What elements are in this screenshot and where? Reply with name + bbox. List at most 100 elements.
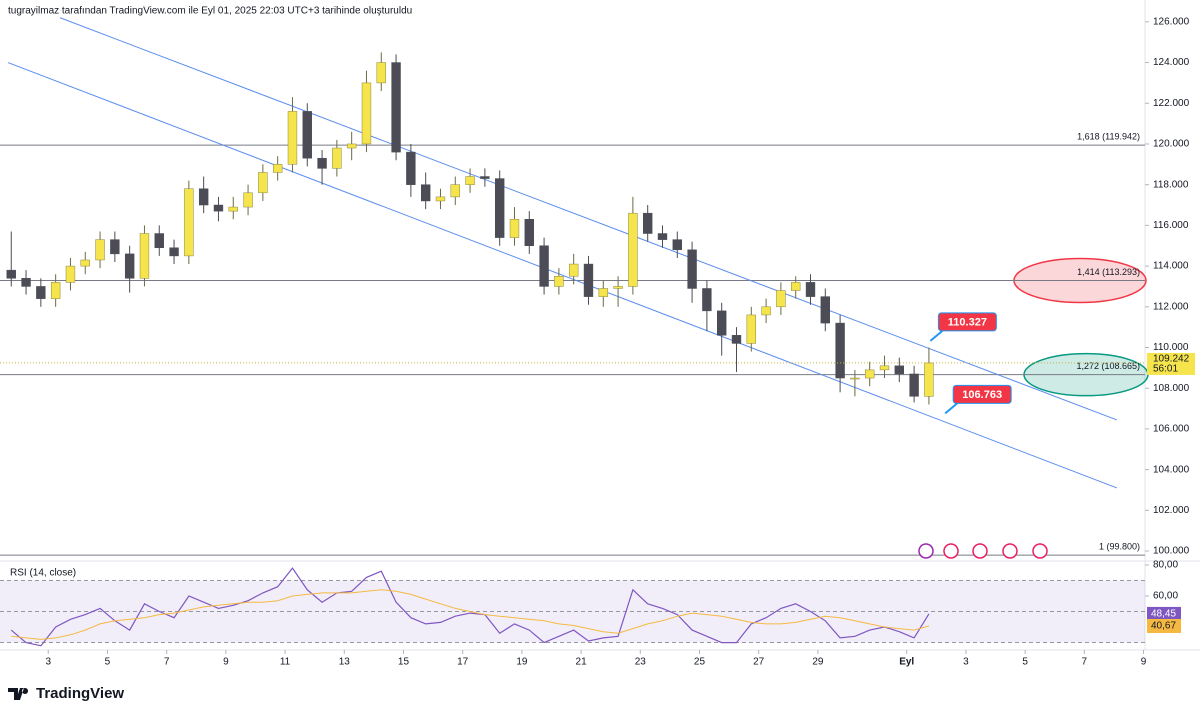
fib-level-label: 1,618 (119.942) — [1077, 132, 1140, 142]
countdown: 56:01 — [1153, 364, 1178, 375]
y-tick-label: 106.000 — [1153, 424, 1190, 435]
candle-body — [642, 212, 653, 234]
candle-body — [568, 263, 579, 277]
candle-body — [361, 82, 372, 145]
candle-body — [657, 233, 668, 240]
y-tick-label: 120.000 — [1153, 139, 1190, 150]
candle-body — [717, 310, 727, 336]
candle-body — [272, 164, 283, 173]
event-icon — [1032, 543, 1048, 559]
rsi-value-box — [1147, 606, 1181, 621]
callout-pointer — [929, 330, 944, 342]
logo-text: TradingView — [36, 685, 124, 702]
candle-body — [731, 335, 742, 344]
y-tick-label: 124.000 — [1153, 57, 1190, 68]
x-tick-label: 3 — [963, 657, 969, 668]
candle-body — [6, 269, 16, 279]
y-tick-label: 118.000 — [1153, 179, 1189, 190]
candle-body — [465, 176, 475, 185]
x-tick-label: 9 — [223, 657, 229, 668]
candle-body — [583, 263, 594, 297]
candle-body — [198, 188, 209, 206]
candle-body — [894, 365, 904, 375]
candle-body — [835, 322, 845, 379]
y-tick-label: 104.000 — [1153, 464, 1190, 475]
rsi-title: RSI (14, close) — [10, 568, 76, 579]
candle-body — [524, 219, 534, 246]
event-icon — [1002, 543, 1018, 559]
y-tick-label: 108.000 — [1153, 383, 1190, 394]
fib-level-label: 1 (99.800) — [1099, 541, 1140, 551]
fib-level-label: 1,272 (108.665) — [1076, 361, 1140, 371]
x-tick-label: 25 — [694, 657, 706, 668]
candle-body — [80, 259, 90, 267]
plot: 100.000 102.000 104.000 106.000 108.000 110.0… — [0, 0, 1200, 668]
candle-body — [346, 143, 357, 149]
x-tick-label: Eyl — [899, 657, 914, 668]
event-icons — [918, 543, 1048, 559]
x-tick-label: 27 — [753, 657, 765, 668]
candle-body — [317, 157, 327, 169]
rsi-y-tick-label: 80,00 — [1153, 560, 1178, 571]
x-tick-label: 29 — [812, 657, 824, 668]
candle-body — [702, 288, 712, 312]
candle-body — [228, 206, 238, 212]
candle-body — [302, 111, 312, 159]
candle-body — [820, 296, 830, 324]
candle-body — [776, 290, 786, 308]
rsi-value-box — [1147, 618, 1181, 633]
candle-body — [805, 282, 816, 297]
candle-body — [139, 233, 150, 279]
y-tick-label: 100.000 — [1153, 546, 1190, 557]
x-tick-label: 3 — [45, 657, 51, 668]
candle-body — [154, 233, 164, 249]
candle-body — [435, 196, 446, 202]
candle-body — [184, 188, 194, 257]
candle-body — [613, 286, 623, 289]
candle-body — [65, 265, 76, 283]
candle-body — [791, 282, 801, 291]
event-icon — [943, 543, 959, 559]
rsi-line — [11, 589, 930, 640]
x-tick-label: 13 — [339, 657, 351, 668]
x-tick-label: 7 — [1082, 657, 1088, 668]
event-icon — [918, 543, 934, 559]
logo: TradingView — [8, 685, 124, 702]
x-tick-label: 9 — [1141, 657, 1147, 668]
candle-body — [213, 204, 224, 212]
candle-body — [258, 172, 268, 194]
candle-body — [21, 278, 31, 287]
callout-label: 110.327 — [948, 316, 987, 328]
candle-body — [865, 369, 875, 379]
candle-body — [287, 111, 298, 165]
x-tick-label: 17 — [457, 657, 469, 668]
candle-body — [672, 239, 682, 251]
x-tick-label: 11 — [280, 657, 291, 668]
x-tick-label: 5 — [1022, 657, 1028, 668]
candle-body — [243, 192, 253, 208]
channel-line — [59, 17, 1118, 421]
candle-body — [376, 62, 386, 84]
y-tick-label: 114.000 — [1153, 261, 1189, 272]
candle-body — [554, 276, 564, 287]
y-tick-label: 110.000 — [1153, 342, 1189, 353]
callout-box — [937, 312, 997, 332]
x-tick-label: 5 — [105, 657, 111, 668]
last-price-box — [1147, 352, 1195, 375]
candle-body — [332, 147, 342, 169]
candle-body — [746, 314, 756, 344]
candle-body — [494, 178, 505, 238]
candle-body — [420, 184, 431, 202]
y-tick-label: 126.000 — [1153, 16, 1190, 27]
candle-body — [169, 247, 179, 257]
candle-body — [598, 288, 608, 297]
x-tick-label: 7 — [164, 657, 170, 668]
candle-body — [850, 377, 860, 380]
candle-body — [36, 286, 46, 299]
candle-body — [110, 239, 120, 255]
candle-body — [909, 373, 919, 397]
fib-level-label: 1,414 (113.293) — [1077, 267, 1140, 277]
candle-body — [50, 282, 61, 299]
candle-body — [509, 219, 520, 238]
